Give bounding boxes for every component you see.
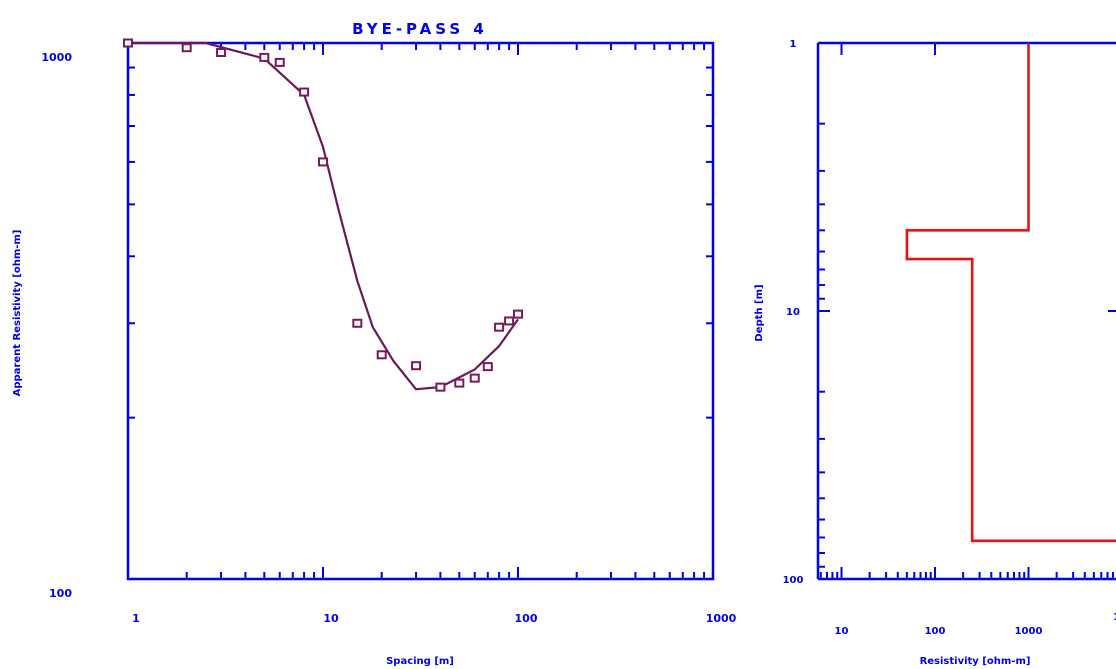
x-axis-label-spacing: Spacing [m]	[386, 656, 454, 667]
apparent-resistivity-plot: 1 10 100 1000 100 1000	[41, 38, 737, 625]
x-tick-label: 100	[925, 626, 946, 637]
y-tick-label: 100	[49, 587, 72, 600]
x-tick-label: 1000	[1015, 626, 1043, 637]
observed-point	[435, 382, 446, 392]
y-tick-label: 100	[783, 575, 804, 586]
x-tick-label: 10	[1113, 612, 1116, 623]
x-axis-label-resistivity: Resistivity [ohm-m]	[920, 656, 1031, 667]
observed-point	[411, 361, 422, 371]
observed-point	[513, 309, 523, 319]
chart-title: BYE-PASS 4	[352, 20, 488, 38]
y-tick-label: 1000	[41, 51, 72, 64]
observed-point	[504, 316, 515, 326]
x-tick-label: 1000	[706, 612, 737, 625]
observed-point	[216, 48, 227, 58]
observed-point	[181, 43, 192, 53]
x-tick-label: 100	[515, 612, 538, 625]
observed-point	[123, 38, 133, 48]
observed-point	[454, 378, 465, 388]
plot-frame	[126, 41, 715, 581]
layer-model-line	[905, 43, 1116, 543]
x-tick-label: 10	[835, 626, 849, 637]
y-tick-label: 10	[786, 307, 800, 318]
y-axis-label-depth: Depth [m]	[754, 284, 765, 341]
observed-point	[482, 362, 493, 372]
observed-point	[299, 87, 310, 97]
observed-point	[274, 57, 285, 67]
x-tick-label: 10	[323, 612, 339, 625]
x-tick-label: 1	[132, 612, 140, 625]
observed-point	[259, 52, 270, 62]
observed-point	[352, 318, 363, 328]
observed-point	[469, 373, 480, 383]
y-axis-label-apparent-resistivity: Apparent Resistivity [ohm-m]	[12, 230, 23, 397]
observed-point	[494, 322, 505, 332]
layer-model-plot: 10 100 1000 10 1 10 100	[783, 39, 1116, 637]
y-tick-label: 1	[790, 39, 797, 50]
observed-point	[376, 350, 387, 360]
model-curve	[128, 41, 519, 391]
observed-point	[318, 157, 328, 167]
